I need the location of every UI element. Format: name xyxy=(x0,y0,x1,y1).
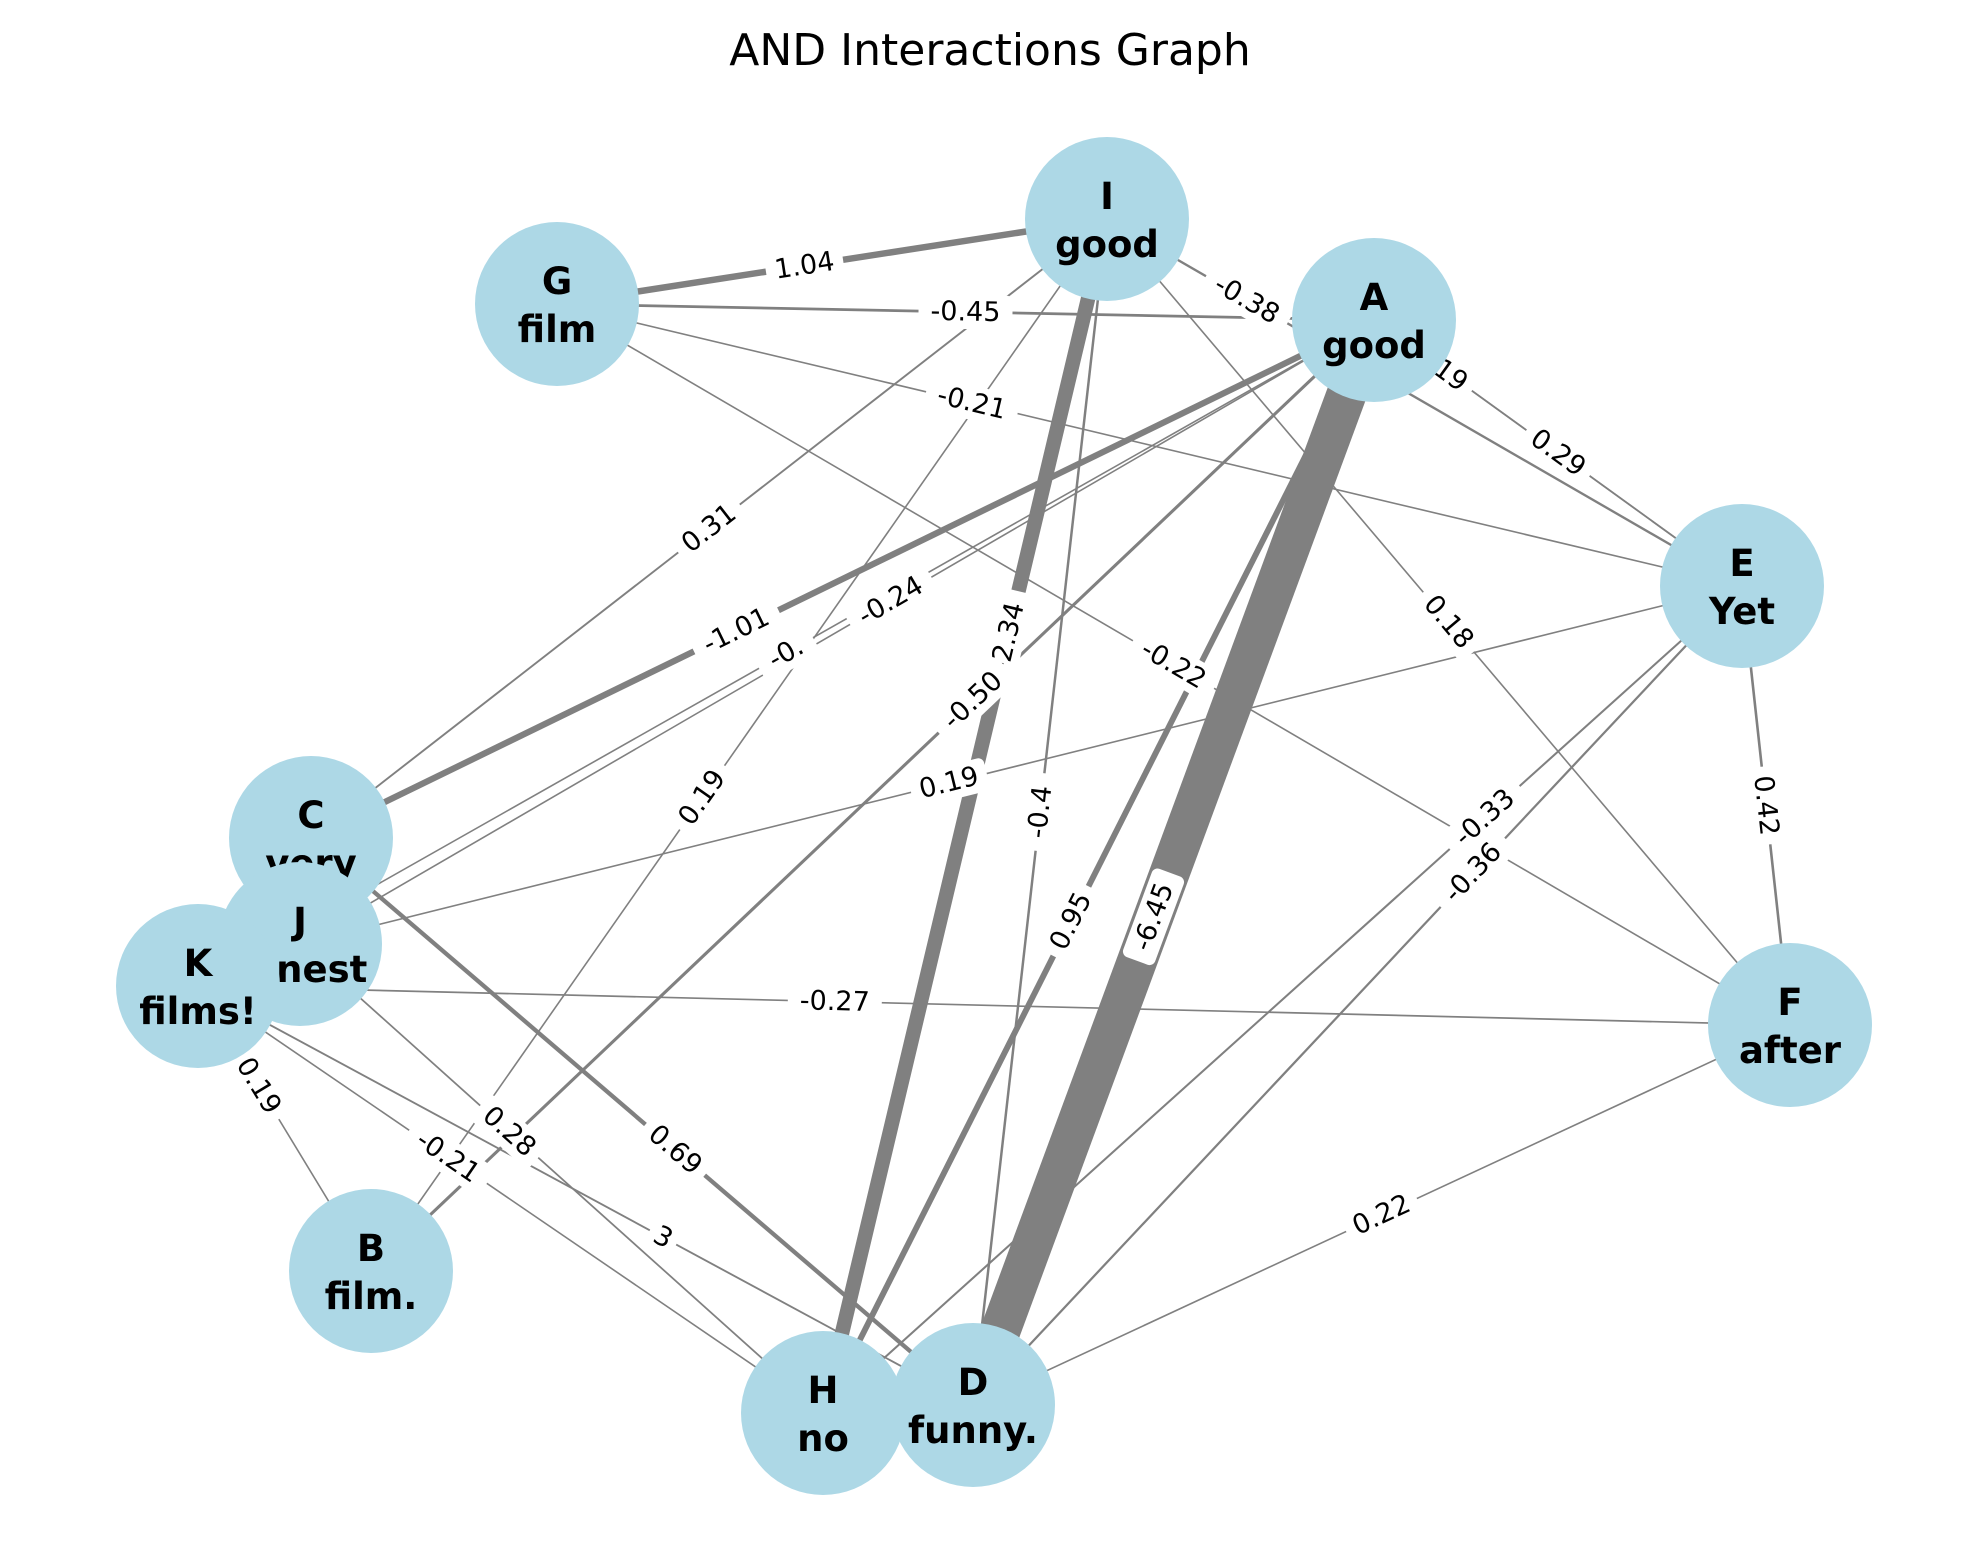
edge-label-G-A: -0.45 xyxy=(918,294,1013,330)
node-id-label: F xyxy=(1777,981,1802,1024)
node-circle xyxy=(1292,238,1456,402)
node-word-label: film xyxy=(518,308,597,351)
node-E: E Yet xyxy=(1660,504,1824,668)
node-id-label: D xyxy=(958,1361,989,1404)
edge-label-F-E: 0.42 xyxy=(1745,765,1787,846)
edge-label-background xyxy=(1412,583,1485,661)
edge-label-background xyxy=(670,493,748,564)
edge-label-background xyxy=(471,1095,548,1168)
node-word-label: Yet xyxy=(1708,590,1775,633)
edge-label-background xyxy=(1122,868,1185,966)
edge-label-background xyxy=(1340,1185,1423,1245)
edge-label-background xyxy=(1440,775,1529,860)
edge-label-background xyxy=(908,758,990,808)
edge-label-background xyxy=(668,758,737,837)
edge-label-background xyxy=(1126,628,1221,701)
node-circle xyxy=(289,1189,453,1353)
edge-weight-label: -0.45 xyxy=(930,296,1000,328)
edge-E-D xyxy=(972,585,1743,1406)
node-circle xyxy=(1025,137,1189,301)
node-circle xyxy=(1708,943,1872,1107)
node-circle xyxy=(891,1323,1055,1487)
node-word-label: film. xyxy=(325,1275,418,1318)
edge-A-J xyxy=(299,319,1375,945)
edge-label-background xyxy=(226,1045,292,1126)
node-circle xyxy=(1660,504,1824,668)
node-id-label: C xyxy=(297,794,324,837)
edge-E-J xyxy=(299,585,1743,945)
edge-label-background xyxy=(643,1217,683,1258)
node-id-label: B xyxy=(357,1227,385,1270)
edge-I-H xyxy=(815,217,1115,1415)
edge-A-C xyxy=(309,317,1376,841)
edge-label-background xyxy=(1040,880,1102,962)
node-id-label: G xyxy=(542,260,572,303)
edge-label-background xyxy=(688,596,784,665)
node-id-label: J xyxy=(290,900,307,943)
node-id-label: H xyxy=(808,1369,839,1412)
edge-weight-label: -0.4 xyxy=(1022,784,1059,840)
graph-title: AND Interactions Graph xyxy=(729,25,1250,76)
edge-label-background xyxy=(1199,263,1294,336)
edge-label-I-D: -0.4 xyxy=(1019,771,1061,853)
edge-label-G-I: 1.04 xyxy=(764,243,845,288)
edge-weight-label: -0.27 xyxy=(799,985,870,1018)
edge-K-F xyxy=(197,985,1791,1026)
edge-label-background xyxy=(843,564,938,637)
node-circle xyxy=(741,1331,905,1495)
node-H: Hno xyxy=(741,1331,905,1495)
nodes-layer: GfilmIgoodAgoodEYetCveryJErnestKfilms!Fa… xyxy=(116,137,1872,1495)
edge-A-D xyxy=(954,313,1393,1412)
edge-label-background xyxy=(1019,771,1061,853)
node-id-label: A xyxy=(1360,276,1389,319)
edge-label-background xyxy=(1745,765,1787,846)
edge-label-background xyxy=(787,983,883,1020)
edge-label-background xyxy=(1518,418,1598,488)
node-id-label: I xyxy=(1100,175,1114,218)
node-word-label: after xyxy=(1739,1029,1842,1072)
node-word-label: funny. xyxy=(908,1409,1038,1452)
edge-label-background xyxy=(752,625,820,681)
node-word-label: films! xyxy=(139,990,257,1033)
node-word-label: good xyxy=(1322,324,1426,367)
node-id-label: E xyxy=(1729,542,1754,585)
node-circle xyxy=(475,222,639,386)
edge-label-background xyxy=(923,376,1021,429)
edge-labels-layer: -6.45-2.341.04-1.010.950.69-0.50-0.45-0.… xyxy=(226,243,1787,1258)
edge-A-H xyxy=(820,318,1377,1415)
edge-E-H xyxy=(822,585,1743,1414)
node-circle xyxy=(116,904,280,1068)
edge-label-K-D: 3 xyxy=(643,1217,683,1258)
edge-label-background xyxy=(1430,829,1515,917)
edge-label-background xyxy=(764,243,845,288)
edge-weight-label: 0.42 xyxy=(1747,774,1784,837)
edge-K-H xyxy=(197,985,824,1414)
node-word-label: no xyxy=(797,1417,849,1460)
edge-J-H xyxy=(299,943,824,1414)
node-id-label: K xyxy=(184,942,214,985)
edge-label-background xyxy=(929,658,1017,743)
edge-A-B xyxy=(369,318,1376,1273)
edge-label-background xyxy=(636,1113,714,1186)
edge-label-background xyxy=(401,1118,495,1195)
edge-label-K-F: -0.27 xyxy=(787,983,883,1020)
node-word-label: good xyxy=(1055,223,1159,266)
edge-C-D xyxy=(309,836,975,1407)
edge-G-E xyxy=(556,303,1743,587)
edge-label-A-E: 0.29 xyxy=(1518,418,1598,488)
edge-label-background xyxy=(918,294,1013,330)
